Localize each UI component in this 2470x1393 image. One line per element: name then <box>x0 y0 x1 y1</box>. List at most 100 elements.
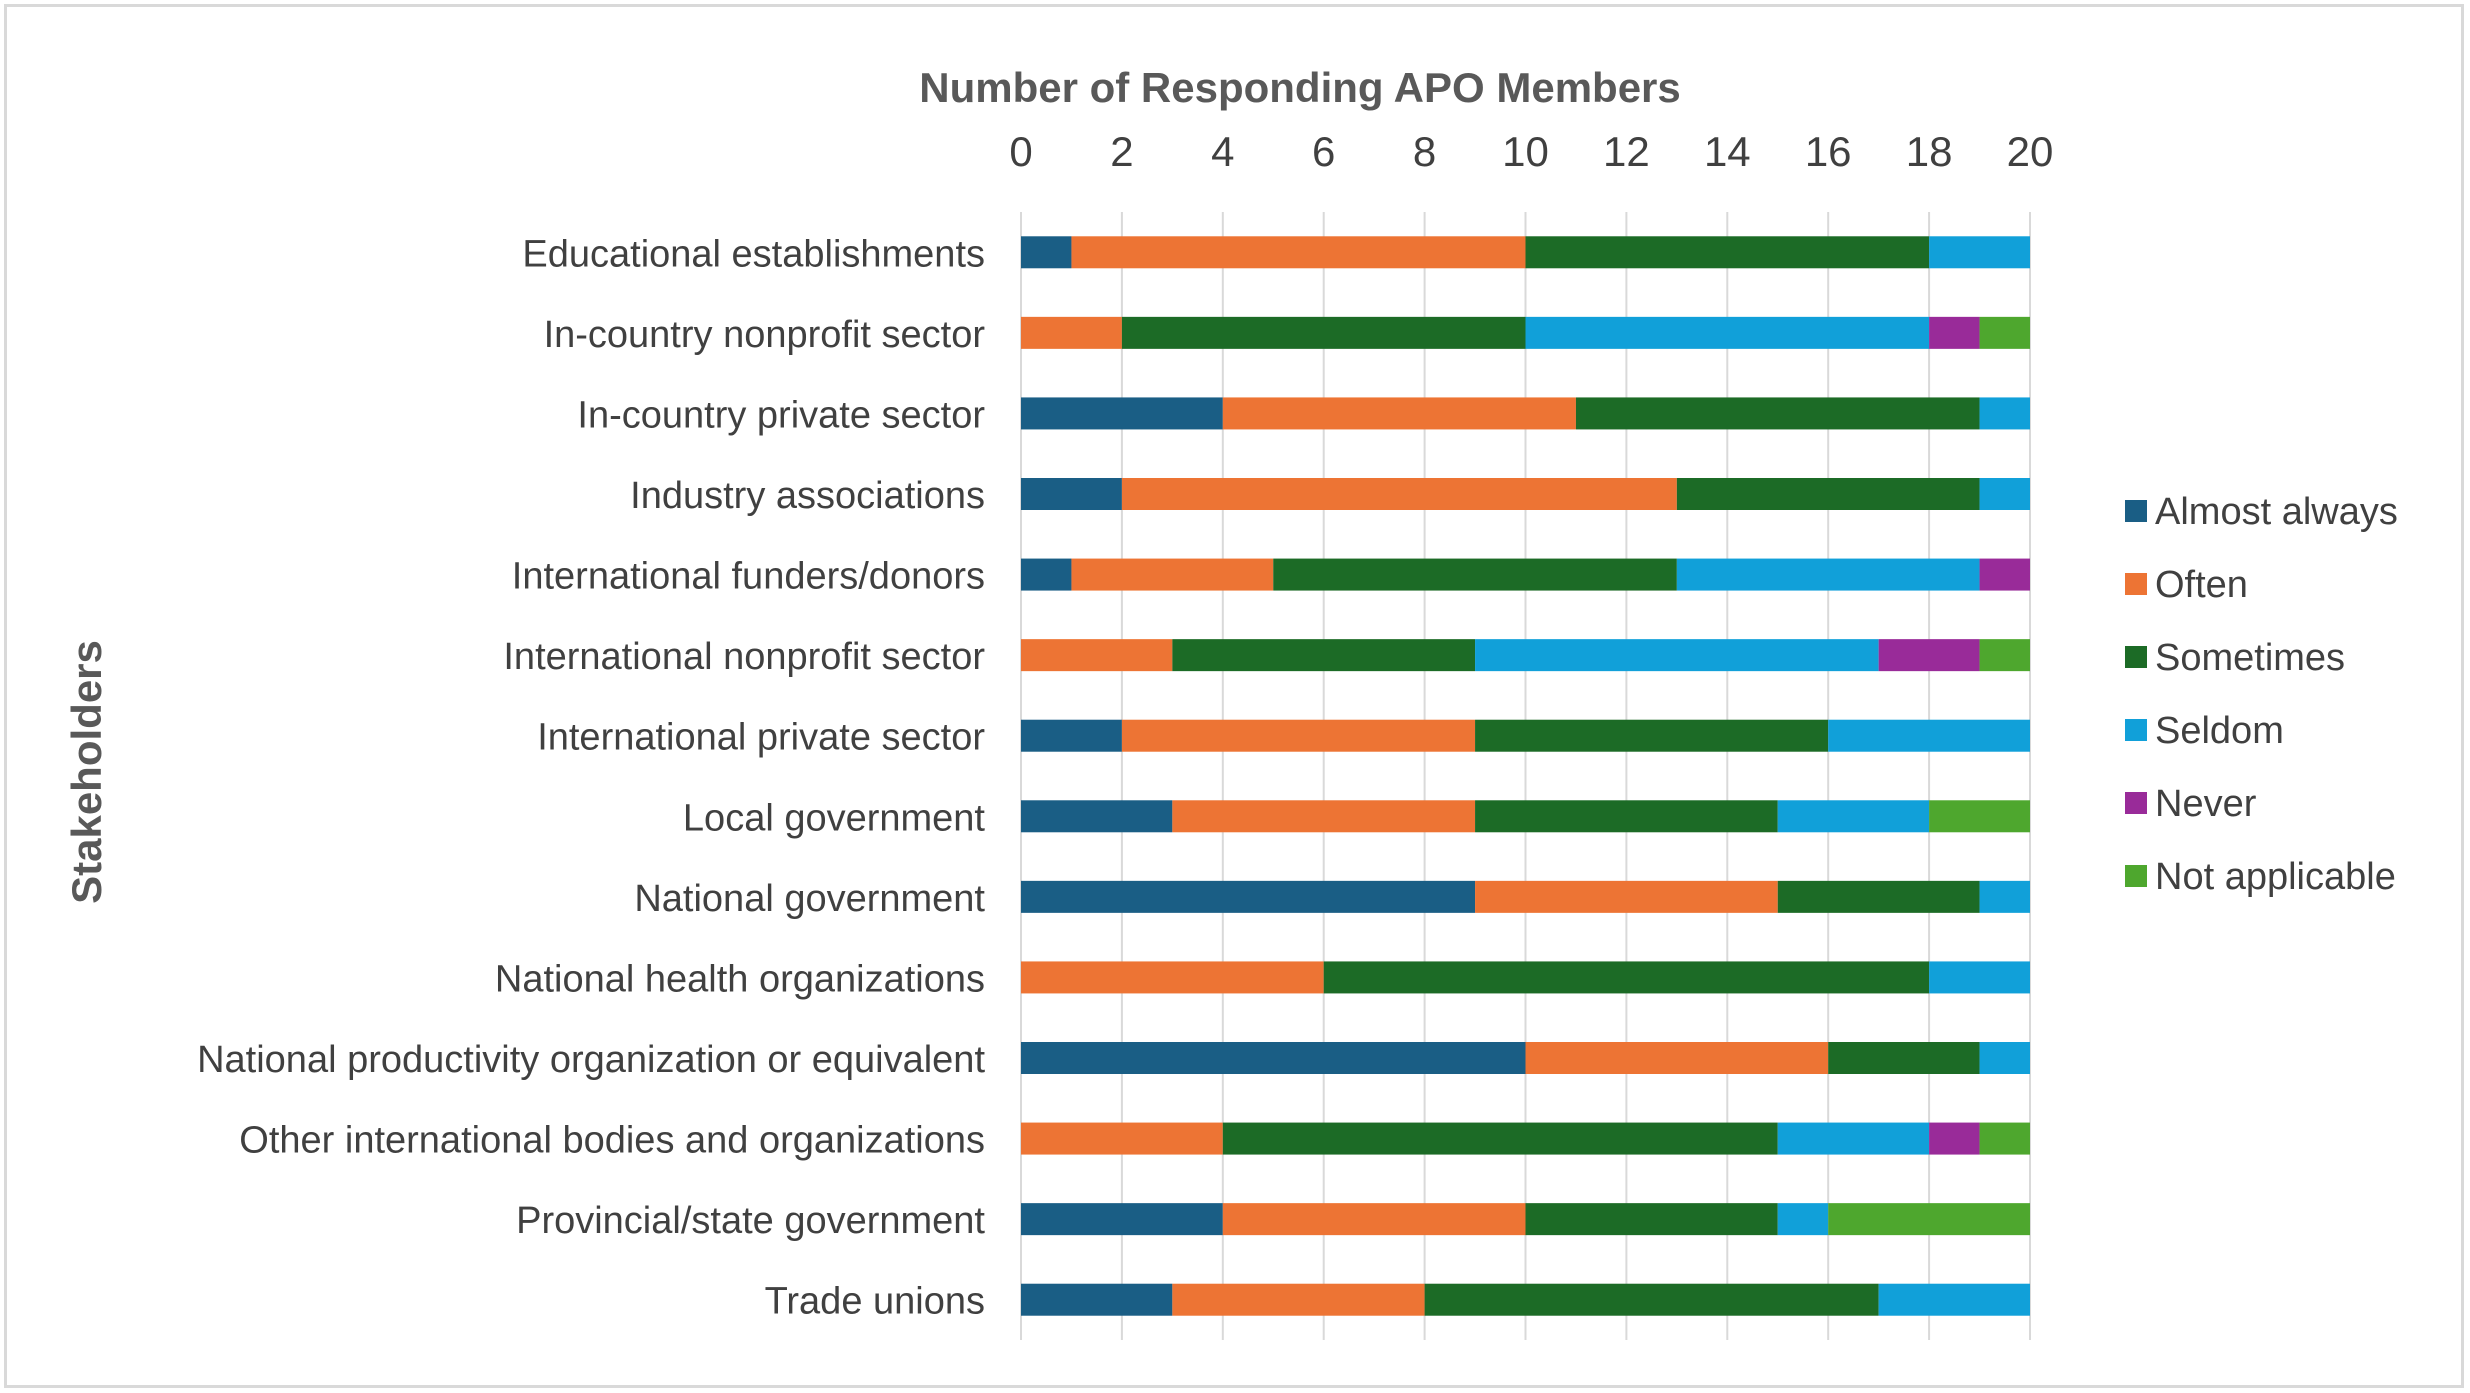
bar-segment <box>1929 1122 1980 1155</box>
x-tick-label: 0 <box>1009 128 1032 175</box>
x-tick-label: 14 <box>1704 128 1751 175</box>
legend-label: Not applicable <box>2155 856 2396 898</box>
x-tick-label: 8 <box>1413 128 1436 175</box>
bar-segment <box>1222 1122 1778 1155</box>
bar-segment <box>1071 558 1274 591</box>
bar-segment <box>1021 961 1324 994</box>
category-label: International nonprofit sector <box>503 636 985 678</box>
x-tick-label: 18 <box>1906 128 1953 175</box>
category-label: National government <box>634 878 985 920</box>
bar-segment <box>1929 236 2030 269</box>
x-tick-label: 16 <box>1805 128 1852 175</box>
bar-segment <box>1475 719 1829 752</box>
legend-swatch <box>2125 573 2147 595</box>
bar-segment <box>1071 236 1526 269</box>
bar-segment <box>1021 1122 1223 1155</box>
legend-swatch <box>2125 719 2147 741</box>
bar-segment <box>1525 1042 1829 1074</box>
category-label: Local government <box>683 797 986 839</box>
bar-segment <box>1676 558 1980 591</box>
bar-segment <box>1021 1283 1173 1316</box>
x-axis-ticks: 0 2 4 6 8 10 12 14 16 18 20 <box>1009 128 2053 175</box>
bar-segment <box>1979 1042 2030 1074</box>
bar-segment <box>1828 1042 1980 1074</box>
bar-segment <box>1475 639 1879 672</box>
bar-segment <box>1828 1203 2030 1236</box>
bar-segment <box>1777 1203 1829 1236</box>
bar-segment <box>1424 1283 1879 1316</box>
x-axis-title: Number of Responding APO Members <box>919 64 1681 111</box>
bar-segment <box>1878 1283 2030 1316</box>
bar-segment <box>1172 1283 1425 1316</box>
bar-segment <box>1525 1203 1778 1236</box>
legend-swatch <box>2125 500 2147 522</box>
bar-segment <box>1929 800 2030 833</box>
bar-segment <box>1979 880 2030 913</box>
x-tick-label: 12 <box>1603 128 1650 175</box>
legend-label: Seldom <box>2155 710 2284 752</box>
category-label: In-country nonprofit sector <box>544 314 986 356</box>
category-label: International funders/donors <box>512 556 985 598</box>
legend-label: Never <box>2155 783 2257 825</box>
bar-segment <box>1273 558 1677 591</box>
bar-segment <box>1475 880 1778 913</box>
category-label: Other international bodies and organizat… <box>239 1120 985 1162</box>
bar-segment <box>1828 719 2030 752</box>
legend-label: Often <box>2155 564 2248 606</box>
category-label: Educational establishments <box>522 233 985 275</box>
x-tick-label: 20 <box>2007 128 2054 175</box>
bar-segment <box>1021 880 1476 913</box>
legend-swatch <box>2125 646 2147 668</box>
chart-frame <box>4 4 2464 1388</box>
bar-segment <box>1021 639 1173 672</box>
x-tick-label: 10 <box>1502 128 1549 175</box>
x-tick-label: 6 <box>1312 128 1335 175</box>
bar-segment <box>1021 478 1122 510</box>
bar-segment <box>1777 800 1930 833</box>
x-tick-label: 4 <box>1211 128 1234 175</box>
bar-segment <box>1021 1203 1223 1236</box>
bar-segment <box>1979 558 2030 591</box>
bar-segment <box>1121 316 1526 349</box>
bars <box>1021 236 2030 1316</box>
bar-segment <box>1121 719 1476 752</box>
bar-segment <box>1323 961 1930 994</box>
bar-segment <box>1222 1203 1526 1236</box>
bar-segment <box>1878 639 1980 672</box>
bar-segment <box>1172 800 1476 833</box>
bar-segment <box>1929 316 1980 349</box>
legend-swatch <box>2125 865 2147 887</box>
y-axis-title: Stakeholders <box>63 640 110 904</box>
legend-swatch <box>2125 792 2147 814</box>
category-label: National productivity organization or eq… <box>197 1039 985 1081</box>
bar-segment <box>1979 397 2030 430</box>
bar-segment <box>1021 397 1223 430</box>
bar-segment <box>1777 1122 1930 1155</box>
bar-segment <box>1525 236 1930 269</box>
bar-segment <box>1021 236 1072 269</box>
bar-segment <box>1979 1122 2030 1155</box>
bar-segment <box>1979 316 2030 349</box>
category-label: Industry associations <box>630 475 985 517</box>
bar-segment <box>1021 800 1173 833</box>
bar-segment <box>1929 961 2030 994</box>
bar-segment <box>1121 478 1677 510</box>
bar-segment <box>1575 397 1980 430</box>
category-label: Provincial/state government <box>516 1200 985 1242</box>
bar-segment <box>1172 639 1476 672</box>
bar-segment <box>1021 719 1122 752</box>
bar-segment <box>1021 316 1122 349</box>
gridlines <box>1020 212 2031 1340</box>
bar-segment <box>1021 1042 1526 1074</box>
category-label: National health organizations <box>495 958 985 1000</box>
bar-segment <box>1979 478 2030 510</box>
bar-segment <box>1676 478 1980 510</box>
category-labels: Educational establishments In-country non… <box>197 233 985 1322</box>
legend-label: Sometimes <box>2155 637 2345 679</box>
bar-segment <box>1021 558 1072 591</box>
category-label: In-country private sector <box>577 394 985 436</box>
bar-segment <box>1475 800 1778 833</box>
legend-label: Almost always <box>2155 491 2398 533</box>
bar-segment <box>1525 316 1930 349</box>
